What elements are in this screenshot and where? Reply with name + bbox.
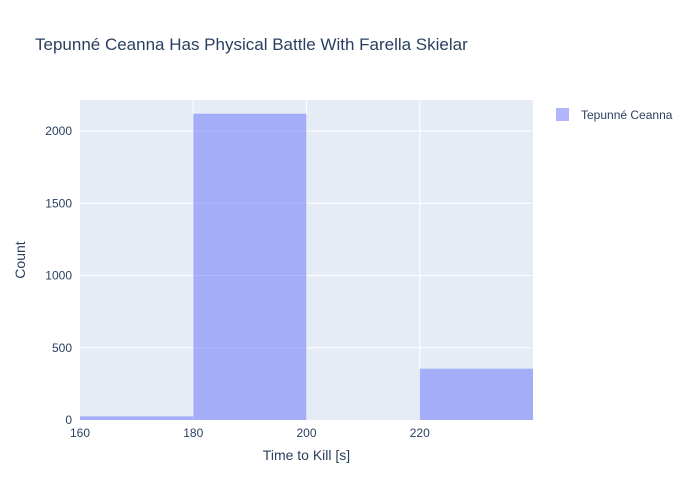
x-tick-label: 180 — [183, 426, 203, 440]
y-axis-title: Count — [12, 241, 28, 278]
y-tick-label: 2000 — [45, 124, 72, 138]
legend[interactable]: Tepunné Ceanna — [556, 108, 673, 122]
x-axis-title: Time to Kill [s] — [263, 447, 350, 463]
y-tick-label: 1000 — [45, 269, 72, 283]
histogram-bar[interactable] — [193, 113, 307, 420]
histogram-bar[interactable] — [419, 368, 533, 420]
x-tick-label: 160 — [70, 426, 90, 440]
y-tick-label: 1500 — [45, 196, 72, 210]
axis-ticks: 0 500 1000 1500 2000 160 180 200 220 — [45, 124, 430, 440]
bars[interactable] — [80, 113, 533, 420]
x-tick-label: 220 — [410, 426, 430, 440]
y-tick-label: 0 — [65, 413, 72, 427]
x-tick-label: 200 — [296, 426, 316, 440]
legend-label: Tepunné Ceanna — [581, 108, 673, 122]
histogram-bar[interactable] — [80, 416, 194, 420]
legend-swatch — [556, 108, 569, 121]
y-tick-label: 500 — [52, 341, 72, 355]
chart-title: Tepunné Ceanna Has Physical Battle With … — [35, 35, 468, 54]
